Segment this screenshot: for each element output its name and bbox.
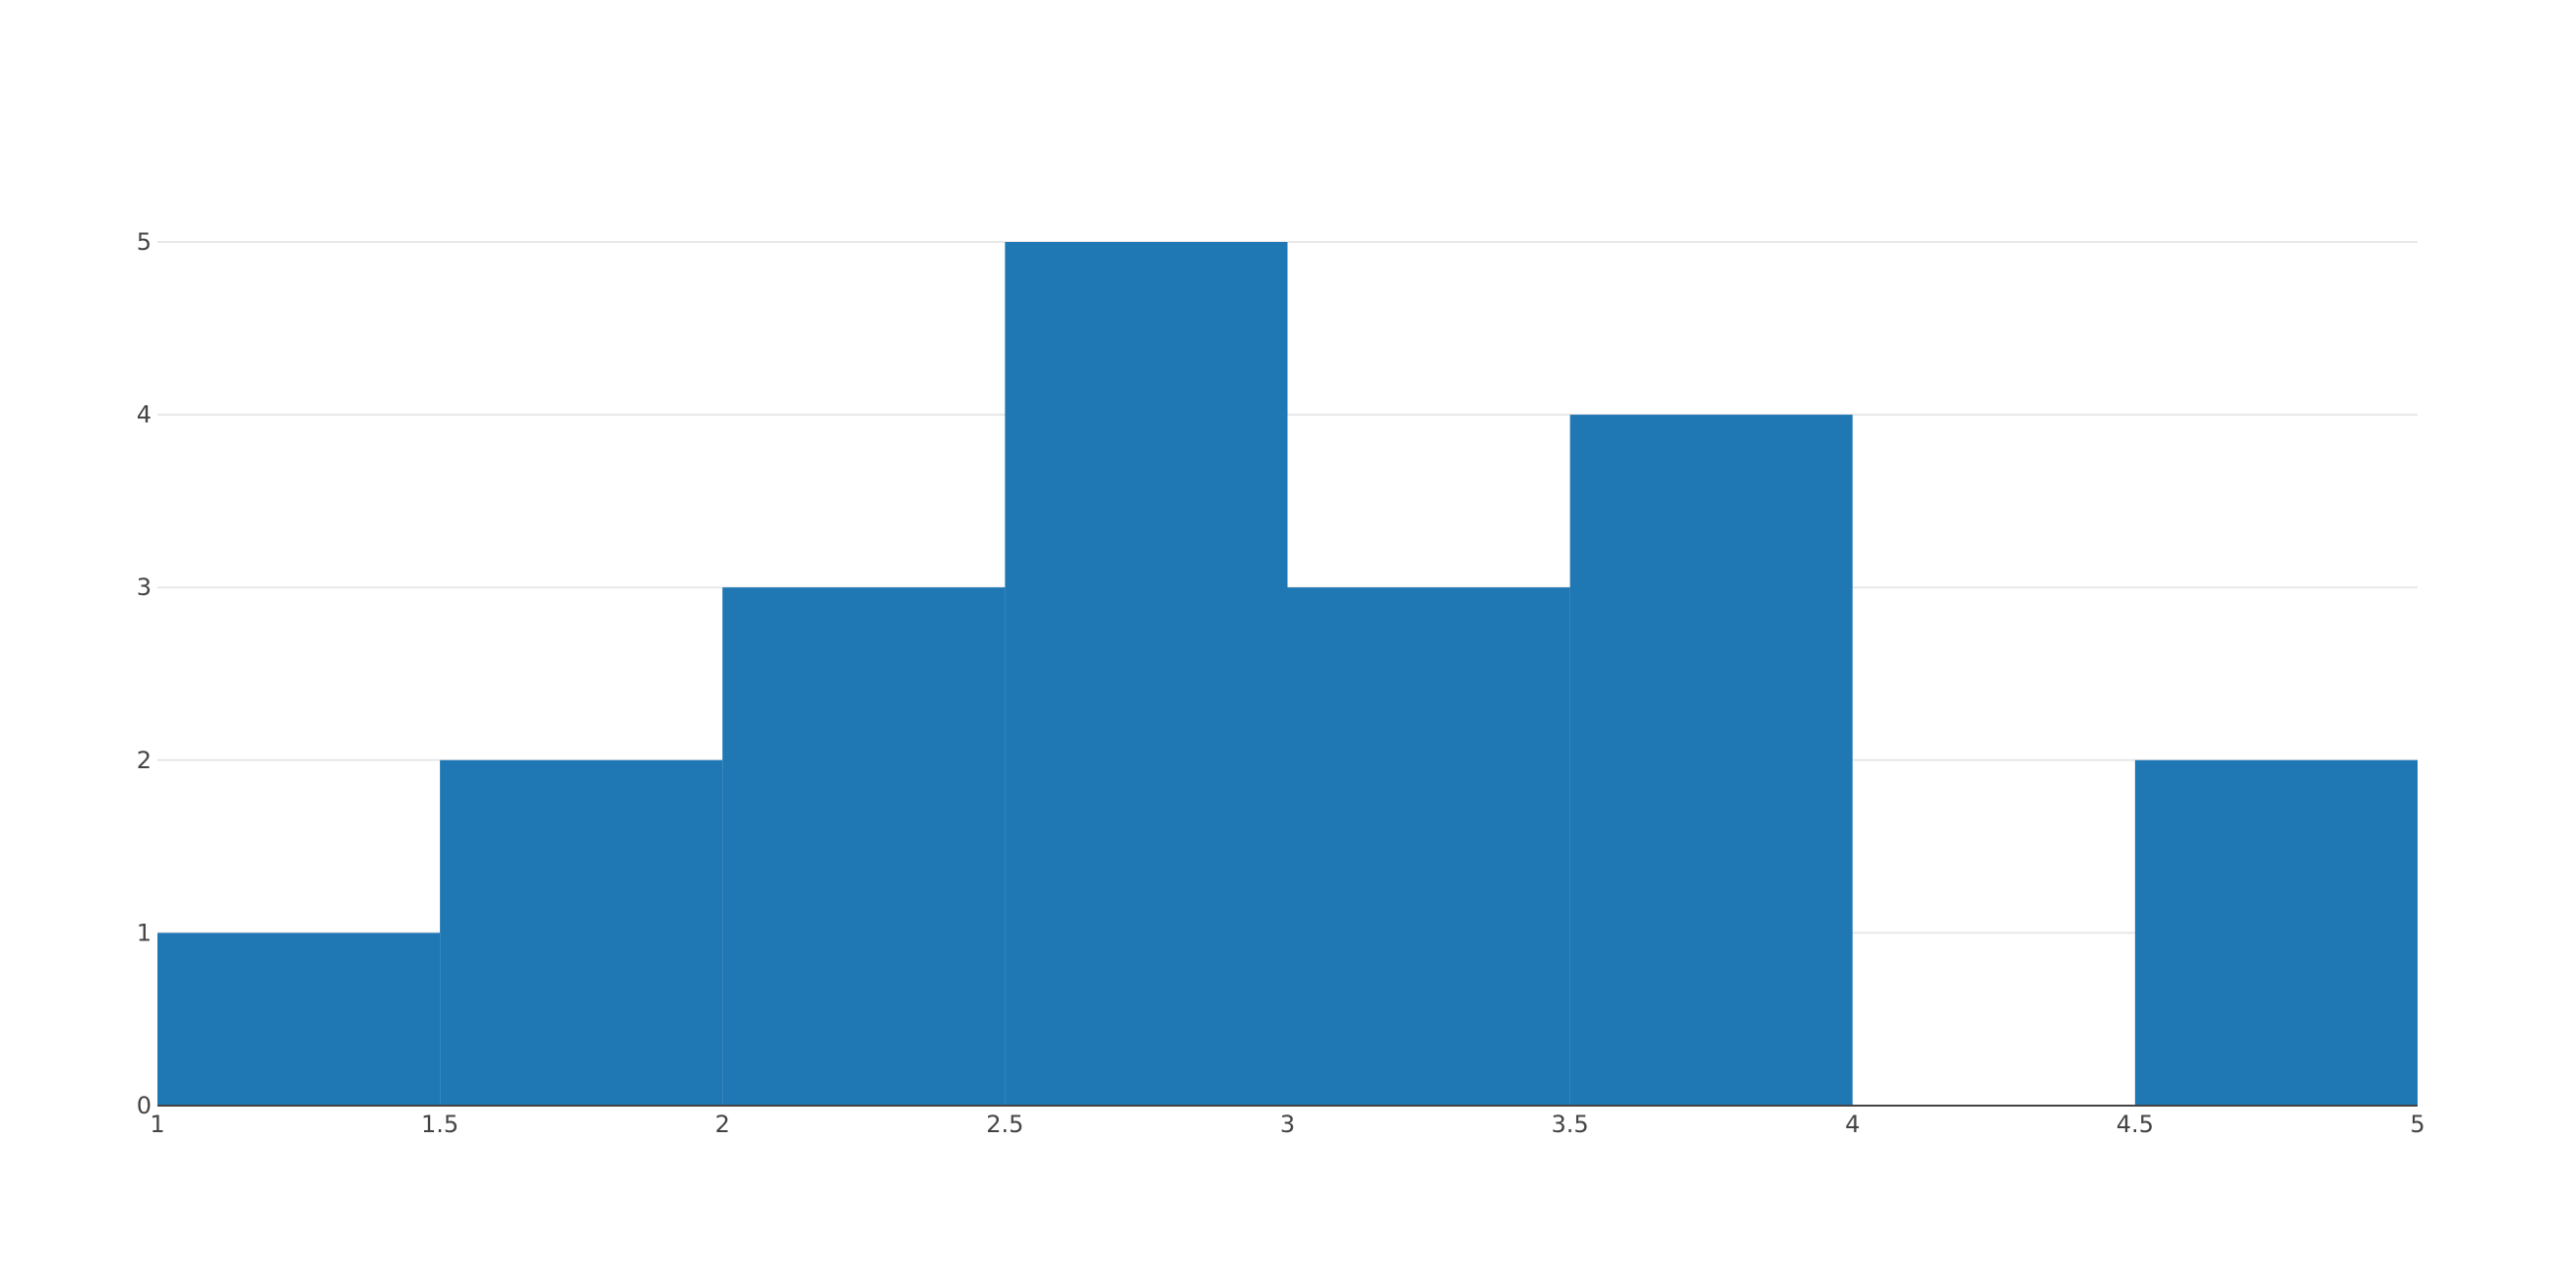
y-tick-label: 3 <box>137 573 152 601</box>
y-tick-label: 0 <box>137 1092 152 1119</box>
y-axis-ticks: 0 1 2 3 4 5 <box>137 228 152 1119</box>
x-tick-label: 1 <box>150 1111 164 1138</box>
histogram-bar <box>1569 414 1853 1107</box>
x-tick-label: 3 <box>1280 1111 1295 1138</box>
y-tick-label: 1 <box>137 919 152 946</box>
x-tick-label: 2.5 <box>986 1111 1023 1138</box>
histogram-bar <box>1005 242 1288 1106</box>
y-tick-label: 5 <box>137 228 152 256</box>
histogram-bar <box>2134 759 2418 1106</box>
x-axis-ticks: 1 1.5 2 2.5 3 3.5 4 4.5 5 <box>150 1111 2424 1138</box>
histogram-bar <box>157 932 441 1106</box>
x-tick-label: 4 <box>1845 1111 1860 1138</box>
bars <box>157 242 2418 1107</box>
x-tick-label: 1.5 <box>421 1111 459 1138</box>
y-tick-label: 2 <box>137 747 152 774</box>
histogram-bar <box>722 587 1006 1106</box>
x-tick-label: 3.5 <box>1552 1111 1589 1138</box>
histogram-bar <box>1287 587 1570 1106</box>
x-tick-label: 5 <box>2410 1111 2424 1138</box>
histogram-bar <box>440 759 723 1106</box>
x-tick-label: 2 <box>715 1111 730 1138</box>
y-tick-label: 4 <box>137 401 152 429</box>
x-tick-label: 4.5 <box>2116 1111 2154 1138</box>
